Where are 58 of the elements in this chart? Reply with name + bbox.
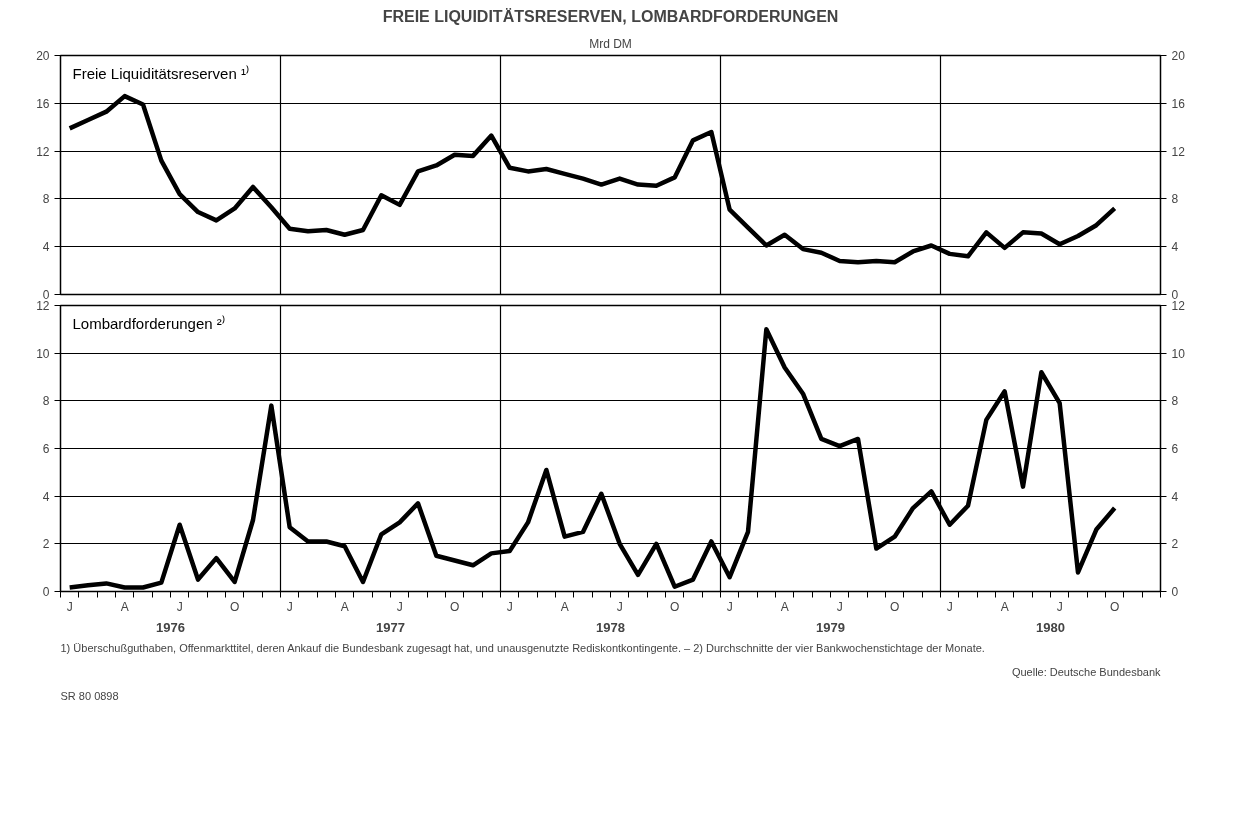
chart-subtitle: Mrd DM bbox=[589, 36, 632, 51]
x-tick-label: J bbox=[396, 599, 403, 614]
y2-tick-label: 8 bbox=[1171, 394, 1179, 409]
y2-tick-label: 10 bbox=[1171, 346, 1186, 361]
y-tick-label: 12 bbox=[36, 144, 50, 159]
y-tick-label: 12 bbox=[36, 299, 50, 313]
x-tick-label: O bbox=[230, 599, 240, 614]
legend-label: Freie Liquiditätsreserven ¹⁾ bbox=[72, 64, 249, 82]
text: 1977 bbox=[376, 619, 405, 635]
y-tick-label: 0 bbox=[42, 288, 50, 302]
y-tick-label: 0 bbox=[42, 585, 50, 599]
x-tick-label: A bbox=[1000, 599, 1009, 614]
x-tick-label: A bbox=[780, 599, 789, 614]
x-tick-label: J bbox=[836, 599, 843, 614]
y2-tick-label: 2 bbox=[1171, 537, 1179, 552]
x-tick-label: J bbox=[726, 599, 733, 614]
x-tick-label: O bbox=[890, 599, 900, 614]
y-tick-label: 2 bbox=[42, 537, 50, 552]
y2-tick-label: 12 bbox=[1171, 299, 1186, 313]
y-tick-label: 10 bbox=[36, 346, 50, 361]
y2-tick-label: 20 bbox=[1171, 49, 1186, 63]
x-tick-label: O bbox=[1110, 599, 1120, 614]
y2-tick-label: 8 bbox=[1171, 192, 1179, 207]
y-tick-label: 16 bbox=[36, 96, 50, 111]
y2-tick-label: 12 bbox=[1171, 144, 1186, 159]
y-tick-label: 4 bbox=[42, 240, 50, 255]
x-tick-label: A bbox=[120, 599, 129, 614]
chart-title: FREIE LIQUIDITÄTSRESERVEN, LOMBARDFORDERUNGEN bbox=[382, 7, 839, 25]
y-tick-label: 8 bbox=[42, 394, 50, 409]
x-tick-label: J bbox=[946, 599, 953, 614]
x-tick-label: J bbox=[286, 599, 293, 614]
text: SR 80 0898 bbox=[60, 689, 119, 702]
y2-tick-label: 0 bbox=[1171, 585, 1179, 599]
y2-tick-label: 16 bbox=[1171, 96, 1186, 111]
x-tick-label: J bbox=[1056, 599, 1063, 614]
text: 1) Überschußguthaben, Offenmarkttitel, deren Ankauf die Bundesbank zugesagt hat, und unausgenutzte Rediskontkontingente. – 2) Durchschnitte der vier Bankwochenstichtage der Monate. bbox=[60, 641, 985, 654]
x-tick-label: O bbox=[450, 599, 460, 614]
y-tick-label: 8 bbox=[42, 192, 50, 207]
y-tick-label: 6 bbox=[42, 442, 50, 456]
x-tick-label: J bbox=[66, 599, 73, 614]
y2-tick-label: 4 bbox=[1171, 240, 1179, 255]
y2-tick-label: 6 bbox=[1171, 442, 1179, 456]
x-tick-label: O bbox=[670, 599, 680, 614]
y-tick-label: 4 bbox=[42, 489, 50, 504]
text: 1976 bbox=[156, 619, 185, 635]
text: 1979 bbox=[816, 619, 845, 635]
x-tick-label: J bbox=[616, 599, 623, 614]
text: 1978 bbox=[596, 619, 625, 635]
text: 1980 bbox=[1036, 619, 1065, 635]
x-tick-label: A bbox=[340, 599, 349, 614]
y2-tick-label: 0 bbox=[1171, 288, 1179, 302]
y2-tick-label: 4 bbox=[1171, 489, 1179, 504]
x-tick-label: J bbox=[506, 599, 513, 614]
x-tick-label: J bbox=[176, 599, 183, 614]
x-tick-label: A bbox=[560, 599, 569, 614]
source-note: Quelle: Deutsche Bundesbank bbox=[1011, 665, 1161, 678]
legend-label: Lombardforderungen ²⁾ bbox=[72, 314, 225, 332]
y-tick-label: 20 bbox=[36, 49, 50, 63]
